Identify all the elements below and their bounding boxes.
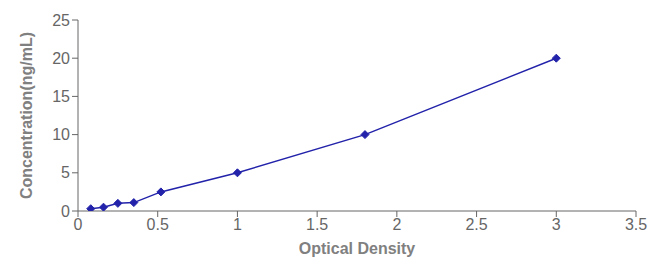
svg-text:Concentration(ng/mL): Concentration(ng/mL) — [18, 32, 35, 199]
svg-text:20: 20 — [52, 50, 70, 67]
svg-text:2.5: 2.5 — [465, 216, 487, 233]
svg-text:0: 0 — [74, 216, 83, 233]
svg-text:25: 25 — [52, 12, 70, 29]
svg-text:0.5: 0.5 — [147, 216, 169, 233]
svg-text:1: 1 — [233, 216, 242, 233]
svg-text:10: 10 — [52, 126, 70, 143]
svg-text:0: 0 — [61, 203, 70, 220]
svg-text:3: 3 — [552, 216, 561, 233]
svg-text:3.5: 3.5 — [625, 216, 647, 233]
svg-text:5: 5 — [61, 164, 70, 181]
svg-text:1.5: 1.5 — [306, 216, 328, 233]
svg-text:15: 15 — [52, 88, 70, 105]
svg-text:Optical Density: Optical Density — [299, 240, 416, 257]
svg-text:2: 2 — [392, 216, 401, 233]
